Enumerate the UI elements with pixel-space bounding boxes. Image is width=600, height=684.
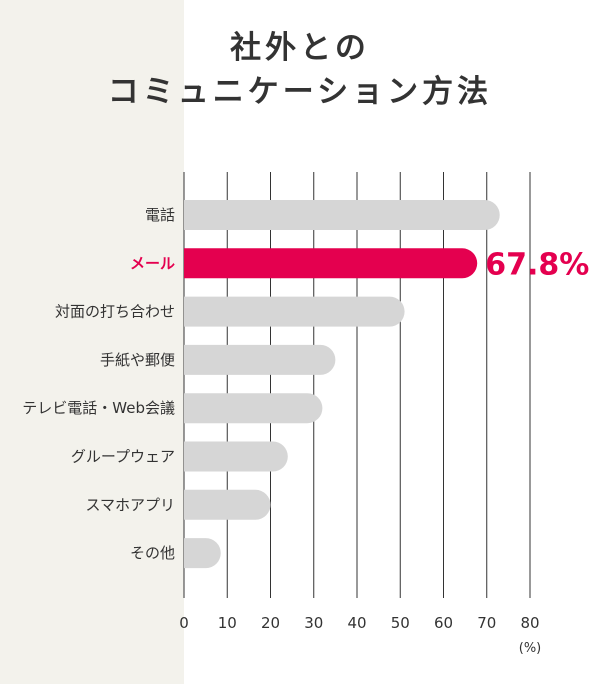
category-label-2: 対面の打ち合わせ [55,303,175,321]
bar-2 [184,296,405,327]
category-label-5: グループウェア [71,448,175,466]
category-label-4: テレビ電話・Web会議 [22,399,175,417]
x-tick-label-20: 20 [261,614,280,632]
highlight-value-label: 67.8% [485,247,589,282]
x-tick-label-60: 60 [434,614,453,632]
x-tick-label-0: 0 [179,614,189,632]
x-tick-label-10: 10 [218,614,237,632]
bar-4 [184,393,323,424]
category-label-1: メール [130,254,175,272]
x-tick-label-80: 80 [520,614,539,632]
chart-title-line-1: 社外との [230,30,370,66]
bar-6 [184,489,271,520]
bar-1 [184,248,478,279]
category-label-3: 手紙や郵便 [100,351,175,369]
category-label-0: 電話 [145,206,175,224]
x-tick-label-70: 70 [477,614,496,632]
category-label-6: スマホアプリ [85,496,175,514]
bar-7 [184,538,221,569]
bar-3 [184,344,336,375]
x-tick-label-50: 50 [391,614,410,632]
x-tick-label-40: 40 [347,614,366,632]
category-label-7: その他 [130,544,175,562]
x-axis-unit-label: (%) [519,641,542,656]
chart-title-line-2: コミュニケーション方法 [107,74,493,110]
bar-5 [184,441,288,472]
bar-0 [184,200,500,230]
chart-title: 社外との コミュニケーション方法 [0,26,600,114]
x-tick-label-30: 30 [304,614,323,632]
label-panel-background [0,0,184,684]
